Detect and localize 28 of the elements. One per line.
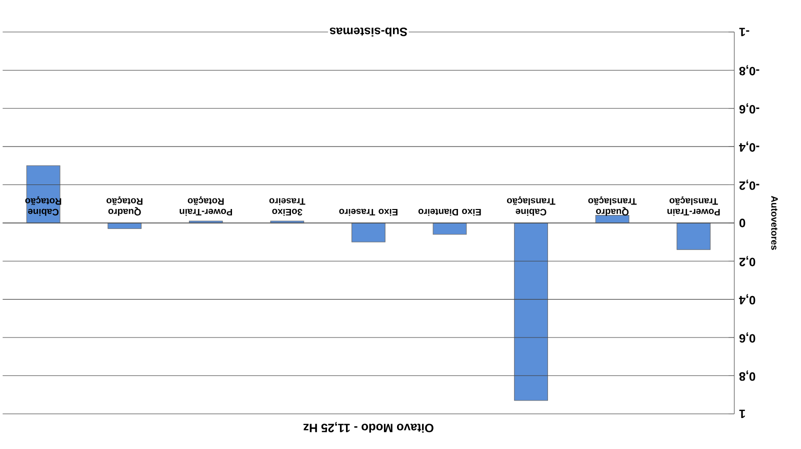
x-tick-label: Cabine Rotação bbox=[25, 196, 62, 216]
y-tick-label: 0,8 bbox=[739, 370, 756, 382]
y-tick-label: 0,6 bbox=[739, 332, 756, 343]
y-tick-label: -0,2 bbox=[739, 180, 760, 190]
text: Oitavo Modo - 11,25 Hz bbox=[303, 422, 434, 433]
x-tick-label: Quadro Translação bbox=[588, 196, 637, 216]
x-tick-label: Eixo Dianteiro bbox=[418, 209, 481, 216]
x-tick-label: Cabine Translação bbox=[506, 196, 556, 216]
bar bbox=[432, 222, 467, 235]
x-axis-title: Sub-sistemas bbox=[330, 28, 408, 37]
bar bbox=[676, 222, 711, 250]
y-axis-title: Autovetores bbox=[771, 196, 778, 250]
bar bbox=[514, 222, 548, 401]
y-tick-label: -0,6 bbox=[739, 103, 760, 114]
y-tick-label: 0,2 bbox=[739, 256, 756, 266]
y-tick-label: 0,4 bbox=[739, 294, 756, 305]
y-tick-label: 1 bbox=[739, 410, 745, 418]
y-tick-label: 0 bbox=[739, 218, 746, 228]
x-tick-label: Power-Train Rotação bbox=[180, 196, 232, 216]
bar bbox=[352, 222, 386, 243]
y-tick-label: -0,8 bbox=[739, 65, 760, 76]
bar bbox=[595, 215, 630, 224]
x-tick-label: 3oEixo Traseiro bbox=[269, 198, 306, 216]
y-tick-label: -1 bbox=[739, 28, 750, 36]
y-tick-label: -0,4 bbox=[739, 142, 760, 152]
x-tick-label: Power-Train Translação bbox=[667, 196, 720, 216]
x-tick-label: Quadro Rotação bbox=[106, 196, 142, 216]
x-tick-label: Eixo Traseiro bbox=[339, 209, 398, 216]
